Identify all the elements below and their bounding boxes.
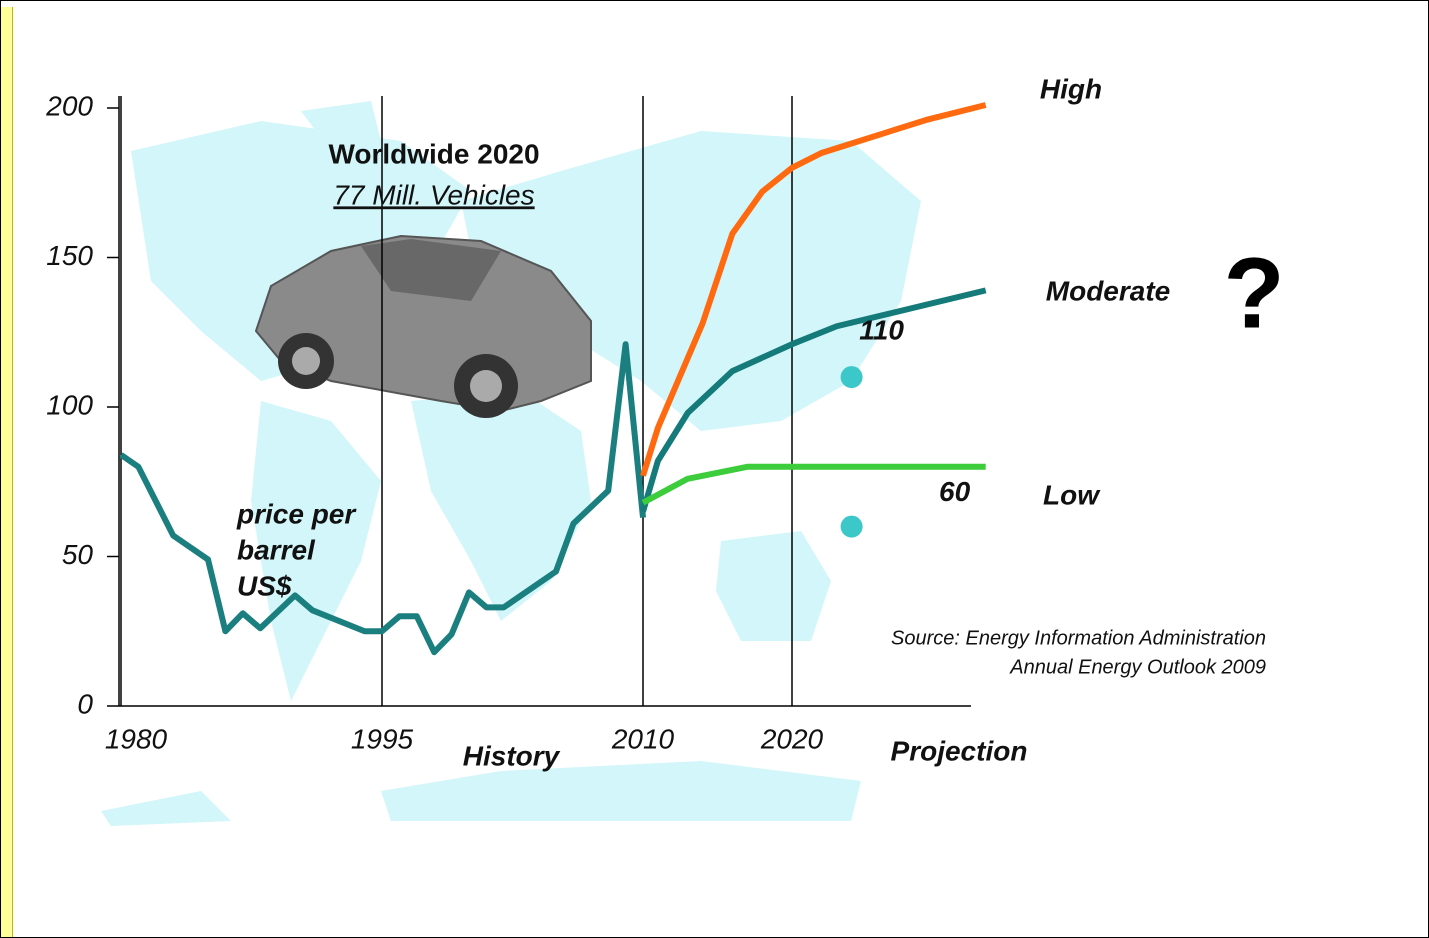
x-tick-label: 1995: [351, 723, 414, 754]
annotation: ?: [1223, 237, 1284, 349]
scenario-line: [640, 102, 987, 477]
side-strip: [1, 7, 13, 937]
y-axis-label: US$: [237, 570, 292, 601]
car-image: [254, 234, 592, 418]
scenario-line: [641, 463, 986, 506]
chart-subtitle: 77 Mill. Vehicles: [333, 179, 534, 210]
x-axis-label: History: [463, 740, 561, 771]
price-line: [119, 341, 646, 656]
x-axis-label: Projection: [891, 735, 1028, 766]
y-tick-label: 200: [45, 90, 93, 121]
value-label: 110: [859, 314, 904, 345]
chart-title: Worldwide 2020: [328, 138, 539, 169]
y-tick-label: 150: [46, 240, 93, 271]
value-label: 60: [939, 476, 971, 507]
y-axis-label: barrel: [237, 534, 316, 565]
y-axis-label: price per: [236, 498, 357, 529]
scenario-line: [640, 287, 987, 513]
x-tick-label: 2020: [760, 723, 824, 754]
legend-label: Low: [1043, 479, 1101, 510]
point: [840, 515, 863, 538]
source-note: Source: Energy Information Administratio…: [891, 627, 1266, 649]
legend-label: High: [1040, 73, 1102, 104]
x-tick-label: 1980: [105, 723, 168, 754]
world-map: [101, 101, 921, 826]
y-tick-label: 0: [77, 688, 93, 719]
legend-label: Moderate: [1046, 275, 1170, 306]
y-tick-label: 50: [62, 539, 94, 570]
y-tick-label: 100: [46, 389, 93, 420]
source-note: Annual Energy Outlook 2009: [1009, 656, 1266, 678]
point: [840, 366, 863, 389]
x-tick-label: 2010: [611, 723, 675, 754]
